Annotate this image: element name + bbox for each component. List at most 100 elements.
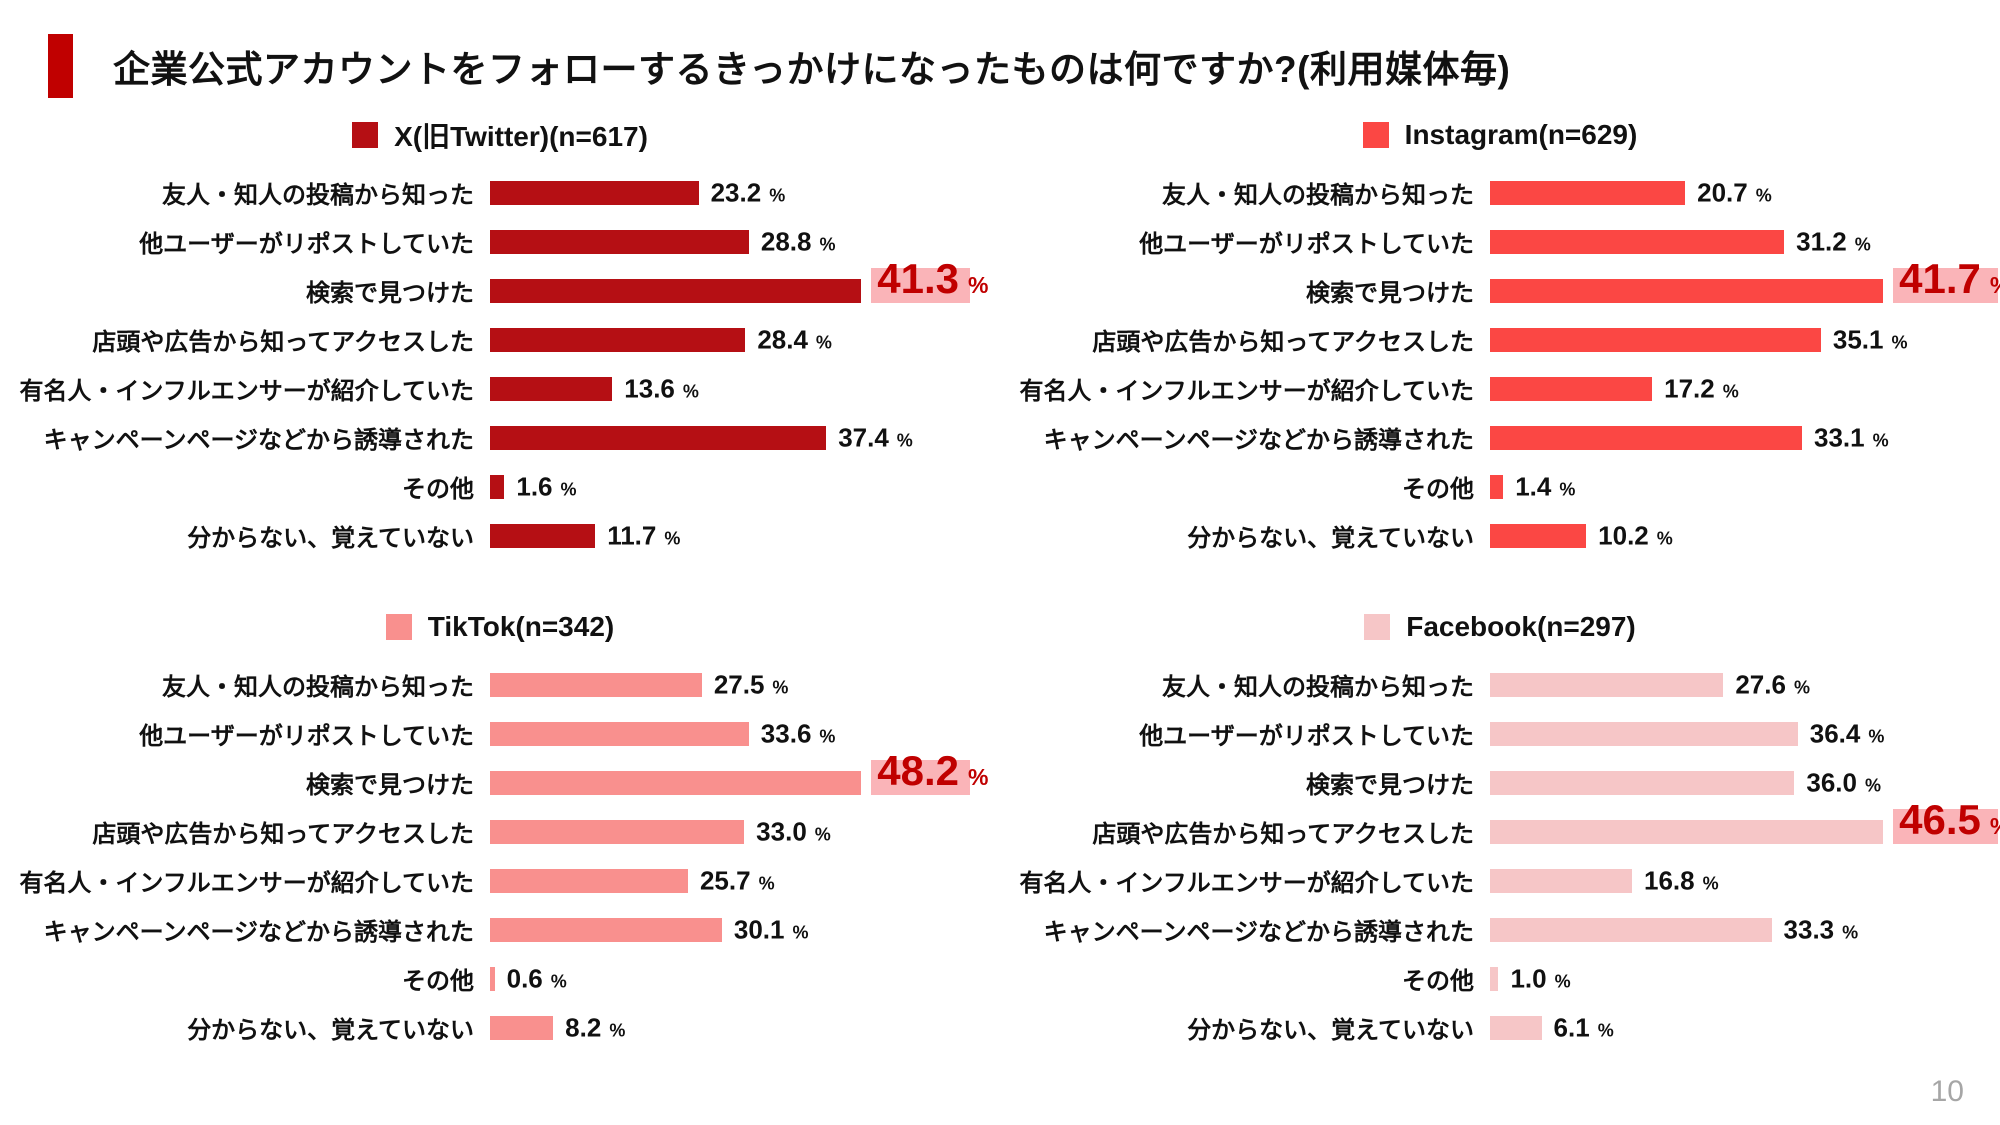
- value-number: 25.7: [699, 865, 751, 895]
- bar-row: 分からない、覚えていない 6.1%: [1000, 1003, 2000, 1052]
- category-label: 検索で見つけた: [306, 772, 474, 799]
- bar: [490, 1016, 554, 1040]
- value-label: 28.8%: [761, 226, 836, 257]
- bar-row: 友人・知人の投稿から知った 20.7%: [1000, 168, 2000, 217]
- category-label: 分からない、覚えていない: [187, 525, 474, 552]
- bar-plot: 33.0%: [490, 807, 966, 856]
- value-unit: %: [1793, 677, 1810, 697]
- value-number: 41.7: [1899, 255, 1981, 302]
- category-label: 友人・知人の投稿から知った: [1162, 182, 1474, 209]
- value-number: 36.0: [1806, 767, 1857, 797]
- value-label: 46.5%: [1899, 796, 2000, 844]
- bar: [1490, 1016, 1542, 1040]
- bar-plot: 36.0%: [1490, 758, 1994, 807]
- value-number: 8.2: [565, 1012, 602, 1042]
- bar-row: 分からない、覚えていない 8.2%: [0, 1003, 1000, 1052]
- value-unit: %: [968, 764, 989, 790]
- title-accent-bar: [48, 34, 73, 98]
- value-label: 0.6%: [507, 963, 567, 994]
- bar-plot: 35.1%: [1490, 315, 1994, 364]
- bar-plot: 33.1%: [1490, 413, 1994, 462]
- bar-row: 友人・知人の投稿から知った 27.6%: [1000, 660, 2000, 709]
- value-label: 6.1%: [1554, 1012, 1614, 1043]
- chart-legend: Instagram(n=629): [1000, 112, 2000, 158]
- value-number: 31.2: [1796, 226, 1847, 256]
- bar-plot: 13.6%: [490, 364, 966, 413]
- bar-plot: 6.1%: [1490, 1003, 1994, 1052]
- bar: [1490, 426, 1803, 450]
- value-label: 8.2%: [565, 1012, 625, 1043]
- category-label: その他: [402, 968, 474, 995]
- bar-plot: 41.3%: [490, 255, 988, 315]
- value-unit: %: [1990, 272, 2000, 299]
- legend-swatch: [352, 122, 379, 148]
- legend-label: X(旧Twitter)(n=617): [394, 121, 648, 152]
- bar-rows: 友人・知人の投稿から知った 20.7% 他ユーザーがリポストしていた 31.2% 検索で…: [1000, 168, 2000, 560]
- bar-plot: 10.2%: [1490, 511, 1994, 560]
- bar-row: 有名人・インフルエンサーが紹介していた 25.7%: [0, 856, 1000, 905]
- value-unit: %: [1656, 528, 1673, 548]
- bar: [1490, 524, 1587, 548]
- bar: [490, 722, 749, 746]
- bar-row: 有名人・インフルエンサーが紹介していた 13.6%: [0, 364, 1000, 413]
- value-number: 0.6: [506, 963, 543, 993]
- bar: [490, 328, 746, 352]
- value-unit: %: [769, 185, 786, 205]
- bar-row: 分からない、覚えていない 11.7%: [0, 511, 1000, 560]
- bar-row: その他 1.6%: [0, 462, 1000, 511]
- bar-plot: 1.0%: [1490, 954, 1994, 1003]
- value-label: 30.1%: [734, 914, 809, 945]
- category-label: 友人・知人の投稿から知った: [162, 182, 474, 209]
- value-label: 41.3%: [877, 255, 988, 303]
- value-label: 31.2%: [1796, 226, 1871, 257]
- value-number: 28.4: [757, 324, 808, 354]
- value-label: 33.6%: [761, 718, 836, 749]
- bar-plot: 31.2%: [1490, 217, 1994, 266]
- value-number: 33.1: [1814, 422, 1865, 452]
- category-label: 検索で見つけた: [1306, 280, 1474, 307]
- category-label: 分からない、覚えていない: [1187, 525, 1474, 552]
- category-label: その他: [1402, 476, 1474, 503]
- bar-row: 有名人・インフルエンサーが紹介していた 17.2%: [1000, 364, 2000, 413]
- value-unit: %: [896, 430, 913, 450]
- value-number: 16.8: [1644, 865, 1695, 895]
- value-number: 30.1: [733, 914, 785, 944]
- bar-row: キャンペーンページなどから誘導された 37.4%: [0, 413, 1000, 462]
- bar: [490, 673, 702, 697]
- legend-swatch: [1364, 614, 1391, 640]
- legend-swatch: [1362, 122, 1389, 148]
- value-unit: %: [1990, 813, 2000, 840]
- value-label: 36.0%: [1806, 767, 1881, 798]
- charts-grid: X(旧Twitter)(n=617) 友人・知人の投稿から知った 23.2% 他ユー…: [0, 112, 2000, 1052]
- bar-plot: 16.8%: [1490, 856, 1994, 905]
- bar-plot: 33.6%: [490, 709, 966, 758]
- value-label: 16.8%: [1644, 865, 1719, 896]
- chart-instagram: Instagram(n=629) 友人・知人の投稿から知った 20.7% 他ユーザー…: [1000, 112, 2000, 560]
- bar-plot: 17.2%: [1490, 364, 1994, 413]
- bar-rows: 友人・知人の投稿から知った 27.6% 他ユーザーがリポストしていた 36.4% 検索で…: [1000, 660, 2000, 1052]
- page-title: 企業公式アカウントをフォローするきっかけになったものは何ですか?(利用媒体毎): [113, 49, 1511, 90]
- bar-plot: 27.6%: [1490, 660, 1994, 709]
- value-label: 33.1%: [1814, 422, 1889, 453]
- value-number: 33.0: [756, 816, 807, 846]
- bar-plot: 37.4%: [490, 413, 966, 462]
- value-label: 25.7%: [700, 865, 775, 896]
- value-unit: %: [1702, 873, 1719, 893]
- title-row: 企業公式アカウントをフォローするきっかけになったものは何ですか?(利用媒体毎): [0, 0, 2000, 98]
- bar: [1490, 722, 1798, 746]
- value-number: 41.3: [877, 255, 960, 302]
- category-label: 店頭や広告から知ってアクセスした: [1092, 821, 1474, 848]
- value-unit: %: [819, 726, 836, 746]
- bar-row: 有名人・インフルエンサーが紹介していた 16.8%: [1000, 856, 2000, 905]
- value-unit: %: [819, 234, 836, 254]
- bar-plot: 1.6%: [490, 462, 966, 511]
- bar-row: 友人・知人の投稿から知った 23.2%: [0, 168, 1000, 217]
- bar-plot: 1.4%: [1490, 462, 1994, 511]
- value-number: 1.4: [1515, 471, 1552, 501]
- bar-row: その他 1.0%: [1000, 954, 2000, 1003]
- value-label: 13.6%: [624, 373, 699, 404]
- bar-row: 他ユーザーがリポストしていた 36.4%: [1000, 709, 2000, 758]
- chart-legend: X(旧Twitter)(n=617): [0, 112, 1000, 158]
- bar-row: 検索で見つけた 41.3%: [0, 255, 1000, 315]
- bar-plot: 0.6%: [490, 954, 966, 1003]
